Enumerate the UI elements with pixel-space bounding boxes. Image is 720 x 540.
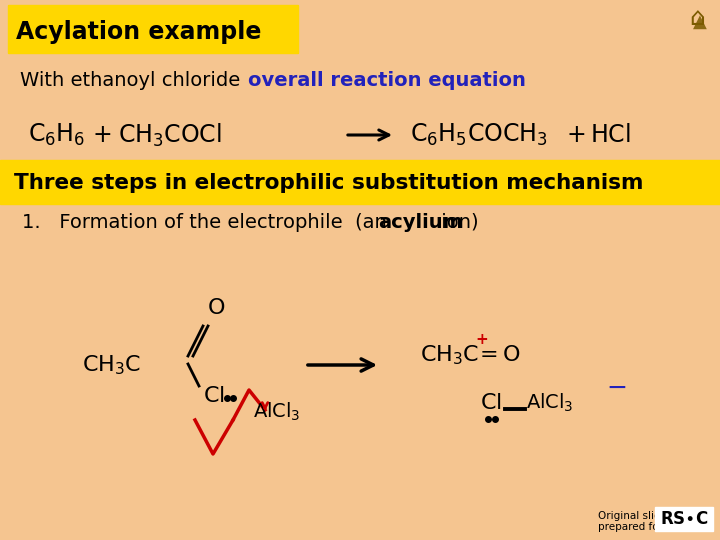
Text: $\mathsf{CH_3COCl}$: $\mathsf{CH_3COCl}$ [118, 122, 222, 148]
Text: RS$\bullet$C: RS$\bullet$C [660, 510, 708, 528]
Text: Three steps in electrophilic substitution mechanism: Three steps in electrophilic substitutio… [14, 173, 644, 193]
Text: prepared for the: prepared for the [598, 522, 683, 532]
Text: $\mathsf{+}$: $\mathsf{+}$ [566, 123, 585, 147]
Text: $\mathsf{CH_3C}$: $\mathsf{CH_3C}$ [420, 343, 480, 367]
Bar [655, 507, 713, 531]
Text: $\mathsf{Cl}$: $\mathsf{Cl}$ [480, 393, 502, 413]
Text: $\mathsf{AlCl_3}$: $\mathsf{AlCl_3}$ [253, 401, 300, 423]
Text: $-$: $-$ [606, 375, 626, 399]
Text: acylium: acylium [378, 213, 463, 232]
Text: $\mathsf{C_6H_5COCH_3}$: $\mathsf{C_6H_5COCH_3}$ [410, 122, 548, 148]
Text: $\mathsf{=O}$: $\mathsf{=O}$ [475, 345, 521, 365]
Text: ion): ion) [435, 213, 479, 232]
Text: $\mathsf{C_6H_6}$: $\mathsf{C_6H_6}$ [28, 122, 86, 148]
Text: $\mathsf{AlCl_3}$: $\mathsf{AlCl_3}$ [526, 392, 574, 414]
Text: $\mathsf{CH_3C}$: $\mathsf{CH_3C}$ [82, 353, 141, 377]
Text: ⌂: ⌂ [689, 6, 705, 30]
Text: 1.   Formation of the electrophile  (an: 1. Formation of the electrophile (an [22, 213, 393, 232]
Bar [8, 5, 298, 53]
Bar [0, 160, 720, 204]
Text: $\mathsf{O}$: $\mathsf{O}$ [207, 298, 225, 318]
Text: $\mathsf{Cl}$: $\mathsf{Cl}$ [203, 386, 225, 406]
Text: With ethanoyl chloride: With ethanoyl chloride [20, 71, 240, 90]
Text: $\mathsf{+}$: $\mathsf{+}$ [92, 123, 112, 147]
Text: Original slide: Original slide [598, 511, 667, 521]
Text: Acylation example: Acylation example [16, 20, 261, 44]
Text: ▲: ▲ [693, 13, 707, 31]
Text: +: + [475, 333, 487, 348]
Text: $\mathsf{HCl}$: $\mathsf{HCl}$ [590, 123, 631, 147]
Text: overall reaction equation: overall reaction equation [248, 71, 526, 90]
